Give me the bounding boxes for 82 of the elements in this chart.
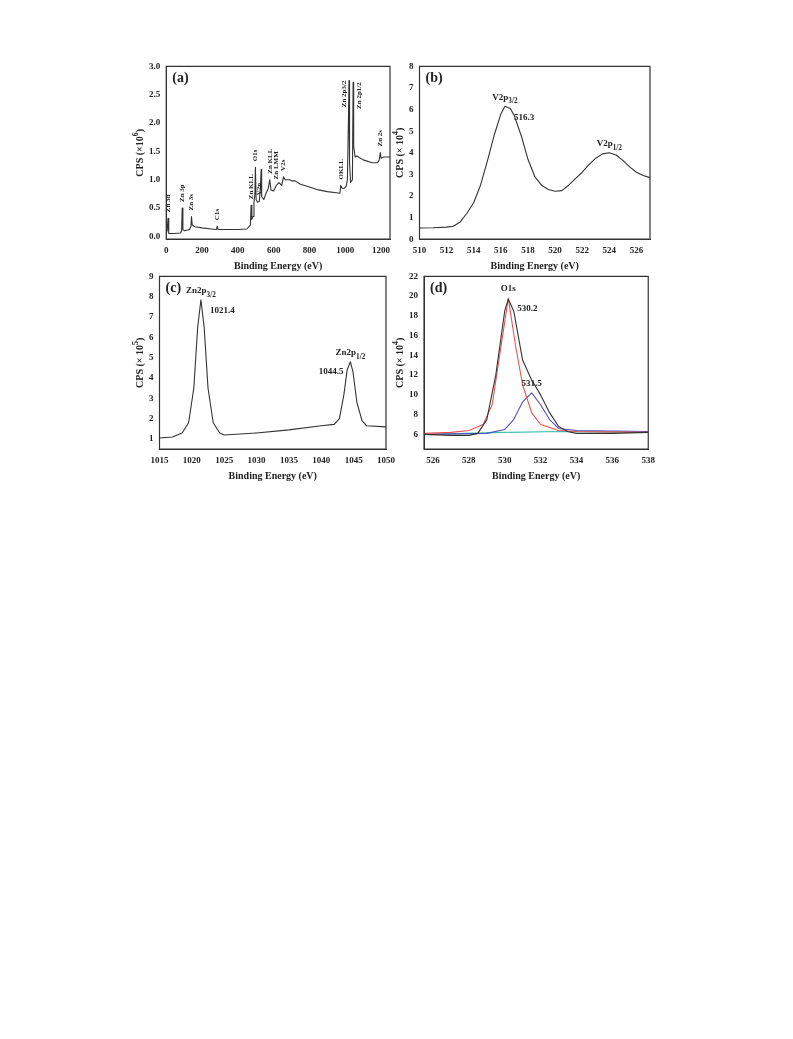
x-tick-label: 1020 bbox=[182, 454, 202, 465]
y-tick-label: 6 bbox=[413, 428, 419, 439]
y-tick-label: 20 bbox=[409, 290, 419, 301]
y-tick-label: 6 bbox=[149, 331, 154, 342]
x-tick-label: 528 bbox=[462, 454, 477, 465]
annotation: (c) bbox=[165, 280, 182, 297]
annotation: O1s bbox=[500, 283, 517, 294]
x-tick-label: 1045 bbox=[344, 454, 364, 465]
x-tick-label: 512 bbox=[439, 244, 454, 255]
y-tick-label: 9 bbox=[149, 270, 154, 281]
y-axis-title: CPS (× 104) bbox=[390, 127, 406, 178]
x-tick-label: 1015 bbox=[150, 454, 169, 465]
x-tick-label: 800 bbox=[302, 244, 317, 255]
y-tick-label: 22 bbox=[409, 270, 419, 281]
x-tick-label: 536 bbox=[605, 454, 620, 465]
y-axis-title: CPS (× 104) bbox=[390, 337, 406, 388]
annotation: (a) bbox=[172, 70, 189, 87]
y-tick-label: 10 bbox=[409, 389, 419, 400]
x-tick-label: 526 bbox=[426, 454, 441, 465]
x-tick-label: 1030 bbox=[247, 454, 267, 465]
y-tick-label: 14 bbox=[409, 349, 419, 360]
x-tick-label: 400 bbox=[231, 244, 246, 255]
y-tick-label: 0.5 bbox=[149, 202, 161, 213]
y-tick-label: 16 bbox=[409, 329, 419, 340]
y-tick-label: 5 bbox=[149, 352, 154, 363]
y-tick-label: 0 bbox=[409, 233, 414, 244]
x-tick-label: 522 bbox=[575, 244, 590, 255]
x-tick-label: 534 bbox=[569, 454, 584, 465]
y-tick-label: 1 bbox=[149, 433, 154, 444]
annotation: 516.3 bbox=[513, 111, 535, 122]
y-tick-label: 2.5 bbox=[149, 89, 161, 100]
x-tick-label: 600 bbox=[266, 244, 281, 255]
y-tick-label: 8 bbox=[413, 408, 419, 419]
y-tick-label: 1.5 bbox=[149, 145, 161, 156]
x-tick-label: 532 bbox=[533, 454, 548, 465]
annotation: (d) bbox=[430, 280, 448, 297]
x-axis-title: Binding Energy (eV) bbox=[228, 469, 317, 482]
annotation: 1021.4 bbox=[209, 305, 236, 316]
x-tick-label: 1050 bbox=[377, 454, 396, 465]
y-tick-label: 12 bbox=[409, 369, 419, 380]
x-tick-label: 1035 bbox=[279, 454, 299, 465]
x-axis-title: Binding Energy (eV) bbox=[491, 469, 581, 482]
x-tick-label: 1040 bbox=[312, 454, 331, 465]
y-tick-label: 2.0 bbox=[149, 117, 161, 128]
x-tick-label: 530 bbox=[497, 454, 512, 465]
y-tick-label: 4 bbox=[149, 372, 154, 383]
x-tick-label: 526 bbox=[629, 244, 644, 255]
y-tick-label: 3.0 bbox=[149, 60, 161, 71]
y-tick-label: 18 bbox=[409, 310, 419, 321]
x-axis-title: Binding Energy (eV) bbox=[490, 259, 579, 272]
y-tick-label: 2 bbox=[409, 190, 414, 201]
annotation: (b) bbox=[425, 70, 443, 87]
y-tick-label: 6 bbox=[409, 103, 414, 114]
y-tick-label: 2 bbox=[149, 413, 154, 424]
y-tick-label: 4 bbox=[409, 147, 414, 158]
y-tick-label: 8 bbox=[409, 60, 414, 71]
y-tick-label: 1 bbox=[409, 211, 414, 222]
x-tick-label: 538 bbox=[641, 454, 656, 465]
y-axis-title: CPS (×106) bbox=[130, 128, 146, 177]
x-tick-label: 1200 bbox=[372, 244, 391, 255]
x-tick-label: 514 bbox=[466, 244, 481, 255]
x-tick-label: 200 bbox=[195, 244, 210, 255]
y-tick-label: 3 bbox=[149, 392, 154, 403]
x-tick-label: 1025 bbox=[215, 454, 234, 465]
y-tick-label: 7 bbox=[409, 82, 414, 93]
y-tick-label: 1.0 bbox=[149, 174, 161, 185]
x-tick-label: 1000 bbox=[336, 244, 355, 255]
x-tick-label: 516 bbox=[494, 244, 509, 255]
annotation: 530.2 bbox=[517, 303, 539, 314]
x-tick-label: 518 bbox=[521, 244, 536, 255]
annotation: 1044.5 bbox=[318, 366, 344, 377]
x-tick-label: 0 bbox=[164, 244, 169, 255]
y-tick-label: 0.0 bbox=[149, 230, 161, 241]
y-axis-title: CPS (× 105) bbox=[130, 337, 146, 388]
x-tick-label: 524 bbox=[602, 244, 617, 255]
y-tick-label: 8 bbox=[149, 291, 154, 302]
x-tick-label: 510 bbox=[412, 244, 427, 255]
y-tick-label: 3 bbox=[409, 168, 414, 179]
y-tick-label: 5 bbox=[409, 125, 414, 136]
x-tick-label: 520 bbox=[548, 244, 563, 255]
y-tick-label: 7 bbox=[149, 311, 154, 322]
x-axis-title: Binding Energy (eV) bbox=[233, 259, 323, 272]
